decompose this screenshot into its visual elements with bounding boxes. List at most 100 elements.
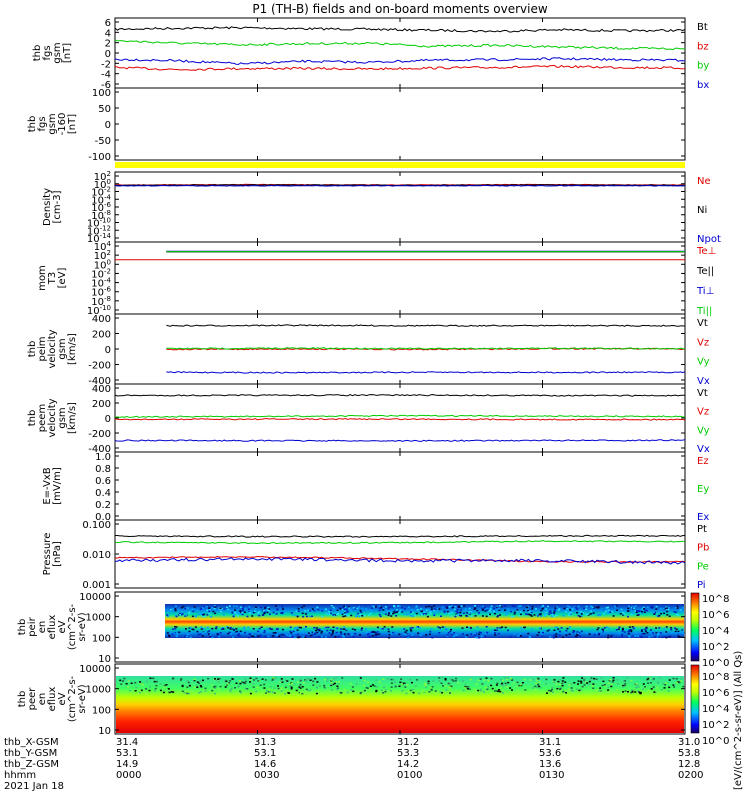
- spectrogram-pixel: [615, 605, 618, 607]
- ephemeris-row-label: thb_Y-GSM: [4, 748, 57, 759]
- spectrogram-pixel: [338, 681, 340, 683]
- spectrogram-pixel: [303, 628, 306, 630]
- spectrogram-pixel: [627, 615, 629, 618]
- spectrogram-pixel: [406, 635, 409, 638]
- spectrogram-pixel: [433, 609, 436, 612]
- spectrogram-pixel: [215, 626, 218, 628]
- ephemeris-value: 53.1: [116, 748, 138, 759]
- legend-density-Ne: Ne: [697, 176, 711, 187]
- spectrogram-pixel: [276, 634, 279, 637]
- spectrogram-pixel: [628, 626, 631, 628]
- spectrogram-pixel: [652, 678, 655, 680]
- spectrogram-pixel: [361, 692, 364, 695]
- spectrogram-pixel: [267, 635, 270, 638]
- spectrogram-pixel: [236, 612, 239, 614]
- spectrogram-pixel: [630, 613, 633, 616]
- spectrogram-pixel: [296, 615, 299, 618]
- spectrogram-pixel: [365, 608, 368, 610]
- spectrogram-pixel: [598, 690, 601, 692]
- spectrogram-pixel: [374, 632, 377, 634]
- spectrogram-pixel: [562, 615, 565, 617]
- spectrogram-pixel: [668, 686, 671, 689]
- ytick-label-density-exponent: -4: [104, 193, 112, 201]
- spectrogram-pixel: [418, 692, 421, 694]
- spectrogram-pixel: [450, 611, 453, 614]
- spectrogram-pixel: [337, 608, 340, 611]
- spectrogram-pixel: [228, 631, 231, 634]
- spectrogram-pixel: [323, 678, 326, 681]
- spectrogram-pixel: [656, 634, 659, 636]
- spectrogram-pixel: [370, 609, 372, 611]
- spectrogram-pixel: [255, 690, 258, 693]
- spectrogram-pixel: [304, 679, 306, 681]
- spectrogram-pixel: [430, 688, 433, 690]
- spectrogram-pixel: [228, 612, 231, 614]
- spectrogram-pixel: [605, 626, 608, 628]
- spectrogram-pixel: [207, 633, 210, 635]
- spectrogram-pixel: [680, 677, 683, 680]
- spectrogram-pixel: [462, 633, 464, 635]
- spectrogram-pixel: [236, 630, 239, 633]
- spectrogram-pixel: [301, 612, 304, 615]
- spectrogram-pixel: [372, 631, 375, 633]
- spectrogram-pixel: [462, 612, 465, 615]
- spectrogram-pixel: [378, 613, 381, 616]
- spectrogram-pixel: [242, 681, 245, 684]
- ytick-label-temperature-exponent: 0: [107, 258, 111, 266]
- spectrogram-pixel: [500, 683, 502, 686]
- spectrogram-pixel: [601, 684, 604, 687]
- spectrogram-pixel: [573, 682, 576, 684]
- spectrogram-pixel: [498, 628, 501, 630]
- spectrogram-pixel: [332, 606, 335, 609]
- spectrogram-pixel: [479, 678, 482, 680]
- ephemeris-value: 31.3: [254, 737, 276, 748]
- spectrogram-pixel: [339, 608, 342, 610]
- spectrogram-pixel: [153, 690, 156, 692]
- spectrogram-pixel: [485, 686, 488, 688]
- spectrogram-pixel: [585, 608, 587, 610]
- spectrogram-pixel: [618, 633, 621, 635]
- spectrogram-pixel: [208, 607, 211, 609]
- spectrogram-pixel: [395, 611, 398, 613]
- spectrogram-pixel: [504, 682, 507, 685]
- spectrogram-pixel: [622, 691, 624, 693]
- figure-title: P1 (TH-B) fields and on-board moments ov…: [252, 2, 548, 16]
- spectrogram-pixel: [392, 605, 395, 608]
- ytick-label-peir_eflux: 100: [92, 633, 111, 644]
- spectrogram-pixel: [350, 634, 353, 636]
- spectrogram-pixel: [251, 612, 253, 614]
- spectrogram-pixel: [652, 679, 655, 681]
- spectrogram-pixel: [411, 634, 414, 636]
- spectrogram-pixel: [264, 606, 267, 608]
- legend-efield-Ey: Ey: [697, 484, 709, 495]
- spectrogram-pixel: [487, 679, 490, 681]
- spectrogram-pixel: [355, 683, 358, 685]
- spectrogram-pixel: [637, 635, 639, 637]
- spectrogram-pixel: [561, 680, 564, 682]
- spectrogram-pixel: [234, 687, 236, 689]
- spectrogram-pixel: [200, 680, 203, 682]
- spectrogram-pixel: [503, 677, 506, 679]
- spectrogram-pixel: [281, 612, 284, 615]
- spectrogram-pixel: [173, 632, 175, 634]
- spectrogram-pixel: [184, 635, 187, 637]
- spectrogram-pixel: [539, 614, 542, 616]
- spectrogram-pixel: [265, 692, 267, 694]
- spectrogram-pixel: [240, 691, 242, 694]
- spectrogram-pixel: [295, 689, 298, 692]
- spectrogram-pixel: [660, 613, 663, 615]
- spectrogram-pixel: [237, 634, 239, 636]
- spectrogram-pixel: [578, 689, 581, 692]
- spectrogram-pixel: [178, 631, 181, 633]
- spectrogram-pixel: [465, 614, 468, 617]
- spectrogram-pixel: [316, 628, 319, 631]
- spectrogram-pixel: [354, 629, 357, 631]
- spectrogram-pixel: [387, 608, 390, 610]
- spectrogram-pixel: [218, 610, 221, 612]
- spectrogram-pixel: [675, 678, 678, 680]
- spectrogram-pixel: [462, 689, 465, 692]
- spectrogram-pixel: [578, 632, 581, 634]
- spectrogram-pixel: [383, 686, 385, 689]
- spectrogram-pixel: [607, 686, 610, 688]
- spectrogram-pixel: [591, 631, 593, 633]
